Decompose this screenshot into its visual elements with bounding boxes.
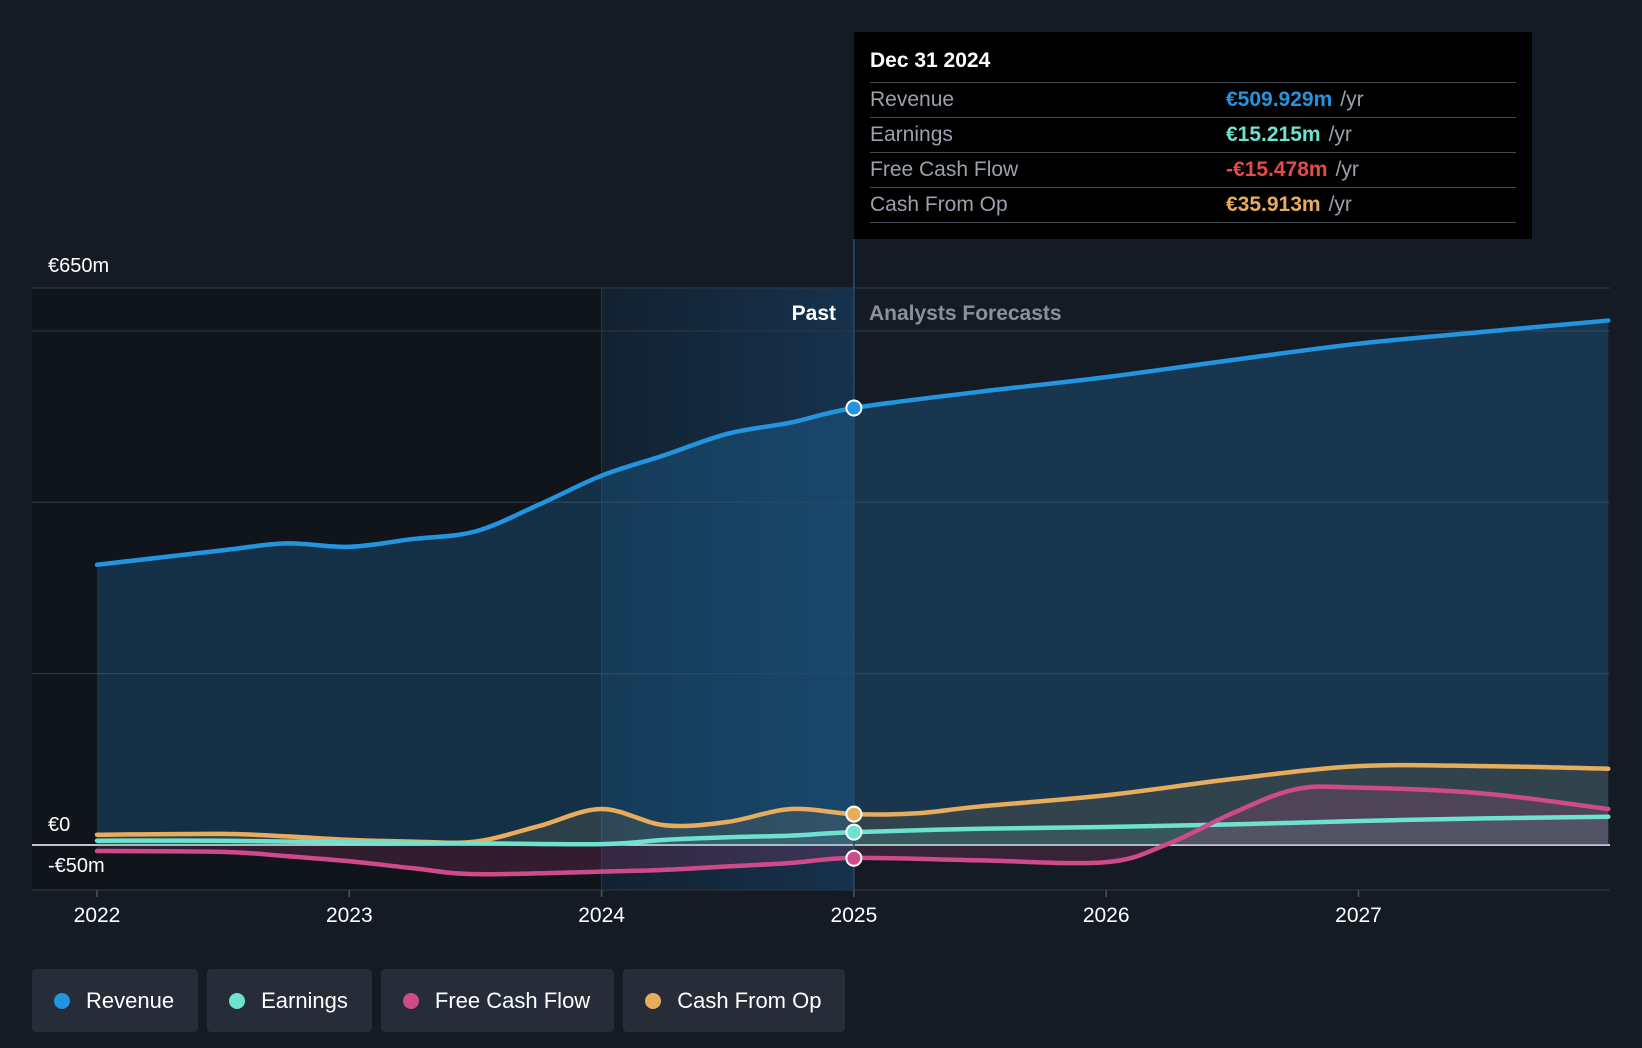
tooltip-label: Free Cash Flow bbox=[870, 158, 1019, 181]
x-tick-label: 2023 bbox=[326, 904, 373, 927]
legend-item-free-cash-flow[interactable]: Free Cash Flow bbox=[380, 969, 615, 1032]
tooltip-unit: /yr bbox=[1340, 88, 1364, 111]
tooltip-value: €509.929m bbox=[1226, 88, 1333, 111]
tooltip-value: -€15.478m bbox=[1226, 158, 1328, 181]
free-cash-flow-dot-icon bbox=[402, 992, 419, 1009]
tooltip-label: Cash From Op bbox=[870, 193, 1008, 216]
y-tick-label: €0 bbox=[48, 814, 70, 836]
area-earnings bbox=[97, 816, 1609, 845]
legend-item-cash-from-op[interactable]: Cash From Op bbox=[623, 969, 846, 1032]
x-tick-label: 2024 bbox=[578, 904, 625, 927]
line-cfo bbox=[94, 762, 1611, 846]
marker-earnings bbox=[845, 823, 863, 841]
marker-fcf bbox=[845, 849, 863, 867]
tooltip-row-cash-from-op: Cash From Op €35.913m /yr bbox=[870, 188, 1516, 223]
tooltip-unit: /yr bbox=[1328, 123, 1352, 146]
legend-label: Cash From Op bbox=[677, 987, 822, 1013]
legend-item-earnings[interactable]: Earnings bbox=[207, 969, 372, 1032]
tooltip-row-free-cash-flow: Free Cash Flow -€15.478m /yr bbox=[870, 153, 1516, 188]
past-highlight-band bbox=[601, 288, 854, 890]
cash-from-op-dot-icon bbox=[645, 992, 662, 1009]
area-fcf bbox=[97, 786, 1609, 875]
tooltip-label: Earnings bbox=[870, 123, 953, 146]
forecast-label: Analysts Forecasts bbox=[869, 302, 1062, 325]
legend-item-revenue[interactable]: Revenue bbox=[32, 969, 199, 1032]
tooltip-value: €15.215m bbox=[1226, 123, 1321, 146]
tooltip-row-revenue: Revenue €509.929m /yr bbox=[870, 83, 1516, 118]
revenue-dot-icon bbox=[54, 992, 70, 1009]
series-lines bbox=[94, 318, 1611, 877]
legend: Revenue Earnings Free Cash Flow Cash Fro… bbox=[32, 969, 846, 1032]
marker-cfo bbox=[845, 805, 863, 823]
legend-label: Revenue bbox=[86, 987, 175, 1013]
hover-markers bbox=[845, 399, 863, 867]
area-revenue bbox=[97, 320, 1609, 845]
tooltip-label: Revenue bbox=[870, 88, 955, 111]
line-earnings bbox=[94, 814, 1611, 847]
tooltip: Dec 31 2024 Revenue €509.929m /yr Earnin… bbox=[854, 32, 1532, 239]
line-revenue bbox=[94, 318, 1611, 568]
tooltip-value: €35.913m bbox=[1226, 193, 1321, 216]
earnings-dot-icon bbox=[229, 992, 246, 1009]
legend-label: Free Cash Flow bbox=[434, 987, 591, 1013]
x-tick-label: 2027 bbox=[1335, 904, 1382, 927]
tooltip-unit: /yr bbox=[1328, 193, 1352, 216]
axis-labels: Past Analysts Forecasts €650m €0 -€50m 2022… bbox=[48, 255, 1382, 927]
past-label: Past bbox=[792, 302, 836, 325]
y-tick-label: -€50m bbox=[48, 855, 105, 877]
legend-label: Earnings bbox=[261, 987, 348, 1013]
tooltip-date: Dec 31 2024 bbox=[870, 46, 1516, 83]
marker-revenue bbox=[845, 399, 863, 417]
y-tick-label: €650m bbox=[48, 255, 109, 277]
grid-lines bbox=[32, 287, 1610, 897]
tooltip-unit: /yr bbox=[1335, 158, 1359, 181]
x-tick-label: 2025 bbox=[831, 904, 878, 927]
tooltip-row-earnings: Earnings €15.215m /yr bbox=[870, 118, 1516, 153]
line-fcf bbox=[94, 784, 1611, 877]
x-tick-label: 2026 bbox=[1083, 904, 1130, 927]
x-tick-label: 2022 bbox=[74, 904, 121, 927]
